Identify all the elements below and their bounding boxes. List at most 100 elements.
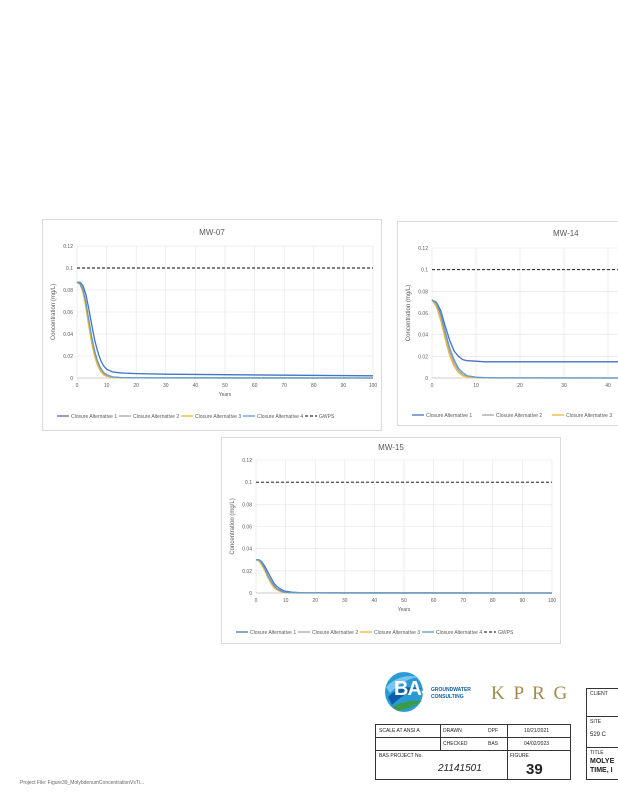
series-line <box>431 299 618 379</box>
legend-label: Closure Alternative 4 <box>257 414 303 420</box>
y-axis-label: Concentration (mg/L) <box>51 284 57 340</box>
x-tick-label: 0 <box>431 383 434 389</box>
y-tick-label: 0.1 <box>66 266 73 272</box>
y-tick-label: 0.08 <box>418 289 428 295</box>
x-tick-label: 0 <box>255 598 258 604</box>
project-number: 21141501 <box>438 763 482 774</box>
checked-label: CHECKED <box>443 741 468 747</box>
x-tick-label: 70 <box>281 383 287 389</box>
site-label: SITE <box>590 719 602 725</box>
kprg-logo: K P R G <box>491 683 570 704</box>
chart-mw15: 0 0.02 0.04 0.06 0.08 0.1 0.12 0 10 20 30 40 50 60 70 8… <box>230 458 557 636</box>
x-tick-label: 70 <box>460 598 466 604</box>
y-tick-label: 0.04 <box>242 547 252 553</box>
legend-label: GWPS <box>319 414 335 420</box>
y-tick-label: 0.1 <box>245 480 252 486</box>
legend-label: Closure Alternative 1 <box>426 413 472 419</box>
x-tick-label: 10 <box>283 598 289 604</box>
title-block-right: CLIENT SITE 529 C TITLE MOLYE TIME, I <box>586 688 618 780</box>
x-axis-label: Years <box>398 607 411 613</box>
project-label: BAS PROJECT No. <box>379 753 423 759</box>
y-tick-label: 0.02 <box>63 354 73 360</box>
y-tick-label: 0 <box>70 376 73 382</box>
scale-label: SCALE AT ANSI A <box>379 728 420 734</box>
x-tick-label: 60 <box>252 383 258 389</box>
y-axis-label: Concentration (mg/L) <box>406 285 412 341</box>
site-value: 529 C <box>590 732 607 738</box>
bas-logo-sub-2: CONSULTING <box>431 694 464 700</box>
x-tick-label: 100 <box>548 598 557 604</box>
x-tick-label: 90 <box>520 598 526 604</box>
bas-logo-sub-1: GROUNDWATER <box>431 687 471 693</box>
checked-date: 04/02/2023 <box>524 741 550 747</box>
series-line <box>431 299 618 379</box>
y-tick-label: 0.1 <box>421 268 428 274</box>
x-tick-label: 50 <box>222 383 228 389</box>
chart-title: MW-15 <box>378 443 404 452</box>
chart-panel-mw14: MW-14 00.020.040.060.080.10.120102030405… <box>397 221 618 426</box>
title-line-2: TIME, I <box>590 767 613 774</box>
x-tick-label: 40 <box>193 383 199 389</box>
y-tick-label: 0.04 <box>418 333 428 339</box>
series-line <box>77 281 374 377</box>
title-label: TITLE <box>590 750 604 756</box>
legend-label: Closure Alternative 1 <box>250 630 296 636</box>
x-tick-label: 10 <box>473 383 479 389</box>
x-tick-label: 100 <box>369 383 378 389</box>
bas-logo-mark <box>385 672 423 712</box>
drawn-label: DRAWN <box>443 728 462 734</box>
chart-panel-mw15: MW-15 0 0.02 0.04 0.06 0.08 0.1 0.12 0 10 20 30 40 5… <box>221 437 561 644</box>
figure-number: 39 <box>526 761 543 778</box>
legend-label: Closure Alternative 3 <box>195 414 241 420</box>
x-tick-label: 20 <box>133 383 139 389</box>
y-tick-label: 0.06 <box>242 525 252 531</box>
figure-label: FIGURE <box>510 753 529 759</box>
y-tick-label: 0.08 <box>63 288 73 294</box>
y-tick-label: 0.12 <box>242 458 252 464</box>
x-axis-label: Years <box>219 392 232 398</box>
project-file-path: Project File: Figure39_MolybdenumConcent… <box>20 780 145 786</box>
legend-label: Closure Alternative 4 <box>436 630 482 636</box>
y-tick-label: 0 <box>425 376 428 382</box>
drawn-date: 10/21/2021 <box>524 728 550 734</box>
x-tick-label: 30 <box>342 598 348 604</box>
y-tick-label: 0.06 <box>418 311 428 317</box>
legend-label: Closure Alternative 1 <box>71 414 117 420</box>
legend-label: Closure Alternative 2 <box>496 413 542 419</box>
chart-title: MW-14 <box>553 229 579 238</box>
client-label: CLIENT <box>590 691 608 697</box>
legend-label: Closure Alternative 3 <box>374 630 420 636</box>
drawn-by: DPF <box>488 728 498 734</box>
x-tick-label: 40 <box>372 598 378 604</box>
chart-panel-mw07: MW-07 0 0.02 0.04 0.06 0.08 0.1 0.12 0 10 20 30 40 5… <box>42 219 382 431</box>
series-line <box>76 281 374 379</box>
chart-title: MW-07 <box>199 228 225 237</box>
y-tick-label: 0.06 <box>63 310 73 316</box>
legend-label: Closure Alternative 3 <box>566 413 612 419</box>
checked-by: BAS <box>488 741 499 747</box>
chart-mw14: 00.020.040.060.080.10.120102030405060708… <box>406 246 618 419</box>
x-tick-label: 50 <box>401 598 407 604</box>
y-axis-label: Concentration (mg/L) <box>230 498 236 554</box>
x-tick-label: 10 <box>104 383 110 389</box>
y-tick-label: 0 <box>249 591 252 597</box>
y-tick-label: 0.02 <box>242 569 252 575</box>
title-line-1: MOLYE <box>590 758 615 765</box>
x-tick-label: 90 <box>341 383 347 389</box>
y-tick-label: 0.08 <box>242 502 252 508</box>
x-tick-label: 80 <box>311 383 317 389</box>
x-tick-label: 80 <box>490 598 496 604</box>
bas-logo-text: BAS <box>394 678 434 700</box>
legend-label: GWPS <box>498 630 514 636</box>
chart-mw07: 0 0.02 0.04 0.06 0.08 0.1 0.12 0 10 20 30 40 50 60 70 8… <box>51 244 378 420</box>
x-tick-label: 0 <box>76 383 79 389</box>
series-line <box>431 299 618 363</box>
y-tick-label: 0.02 <box>418 354 428 360</box>
bas-logo: BAS GROUNDWATER CONSULTING <box>382 665 482 715</box>
x-tick-label: 40 <box>605 383 611 389</box>
legend-label: Closure Alternative 2 <box>312 630 358 636</box>
y-tick-label: 0.12 <box>63 244 73 250</box>
x-tick-label: 20 <box>517 383 523 389</box>
y-tick-label: 0.12 <box>418 246 428 252</box>
series-line <box>431 299 618 379</box>
